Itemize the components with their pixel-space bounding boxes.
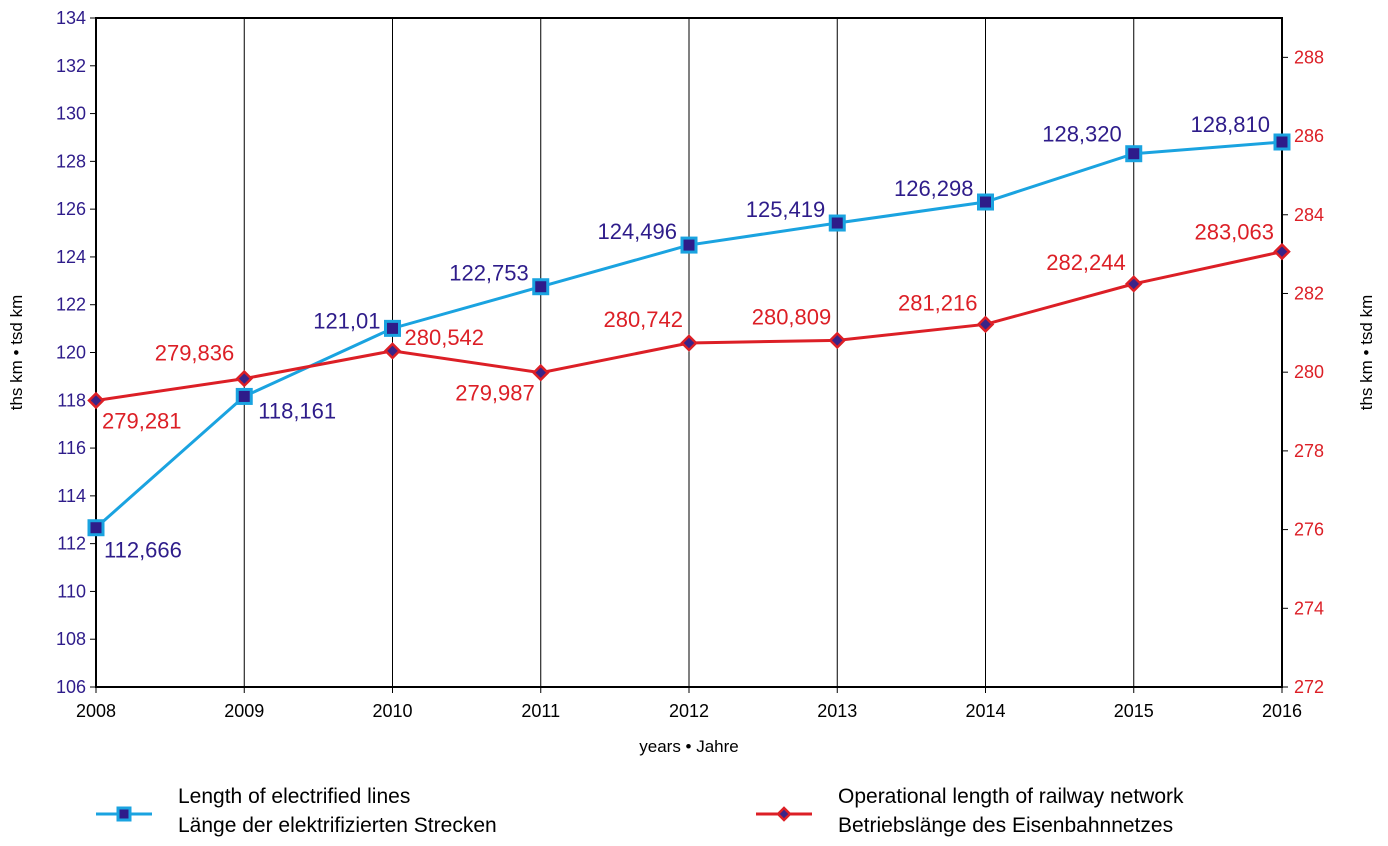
y-axis-left-title: ths km • tsd km [7,295,26,411]
x-tick-label-2008: 2008 [76,701,116,721]
y-left-tick-label-124: 124 [56,247,86,267]
data-label-electrified-2010: 121,01 [313,308,380,333]
x-tick-label-2013: 2013 [817,701,857,721]
data-label-operational-2016: 283,063 [1194,220,1274,245]
x-tick-label-2009: 2009 [224,701,264,721]
marker-operational-2014 [976,315,995,334]
legend-item-operational: Operational length of railway network Be… [756,785,1184,837]
y-left-tick-label-118: 118 [57,390,86,410]
marker-operational-2016 [1273,242,1291,261]
marker-electrified-2013 [828,214,846,232]
y-left-tick-label-114: 114 [57,486,86,506]
y-left-tick-label-110: 110 [57,581,86,601]
data-label-electrified-2015: 128,320 [1042,122,1122,147]
marker-operational-2012 [680,334,698,352]
y-left-tick-label-134: 134 [56,8,86,28]
data-label-electrified-2016: 128,810 [1190,112,1270,137]
data-label-operational-2011: 279,987 [455,381,535,406]
legend: Length of electrified lines Länge der el… [96,785,1184,837]
marker-operational-2013 [828,331,847,350]
y-left-tick-label-120: 120 [56,343,86,363]
marker-electrified-2012 [680,236,698,254]
legend-item-electrified: Length of electrified lines Länge der el… [96,785,497,837]
y-left-tick-label-126: 126 [56,199,86,219]
y-right-tick-label-278: 278 [1294,441,1324,461]
y-left-tick-label-122: 122 [56,295,86,315]
legend-label-electrified-de: Länge der elektrifizierten Strecken [178,814,497,837]
y-right-tick-label-280: 280 [1294,362,1324,382]
legend-label-operational-de: Betriebslänge des Eisenbahnnetzes [838,814,1173,837]
data-label-operational-2008: 279,281 [102,408,182,433]
marker-electrified-2015 [1125,145,1143,163]
y-left-tick-label-132: 132 [56,56,86,76]
data-label-operational-2010: 280,542 [405,325,485,350]
y-left-tick-label-116: 116 [57,438,86,458]
x-tick-label-2014: 2014 [965,701,1005,721]
y-right-tick-label-286: 286 [1294,126,1324,146]
data-label-operational-2014: 281,216 [898,290,978,315]
marker-operational-2011 [531,363,550,382]
y-right-tick-label-274: 274 [1294,598,1324,618]
y-right-tick-label-272: 272 [1294,677,1324,697]
marker-electrified-2008 [87,519,105,537]
axis-ticks: 2008 2009 2010 2011 2012 2013 2014 2015 2016 106 1… [56,8,1324,721]
legend-label-operational-en: Operational length of railway network [838,785,1184,808]
x-axis-title: years • Jahre [639,737,739,756]
marker-operational-2008 [87,391,105,410]
y-right-tick-label-284: 284 [1294,205,1324,225]
x-tick-label-2016: 2016 [1262,701,1302,721]
y-right-tick-label-282: 282 [1294,283,1324,303]
legend-marker-electrified [116,806,132,822]
x-tick-label-2011: 2011 [521,701,560,721]
marker-operational-2010 [383,342,402,360]
data-label-operational-2009: 279,836 [155,341,235,366]
y-left-tick-label-108: 108 [56,629,86,649]
data-label-operational-2015: 282,244 [1046,250,1126,275]
data-label-electrified-2013: 125,419 [746,197,826,222]
legend-label-electrified-en: Length of electrified lines [178,785,410,808]
y-right-tick-label-276: 276 [1294,520,1324,540]
data-label-operational-2012: 280,742 [603,307,683,332]
legend-marker-operational [776,806,792,822]
y-right-tick-label-288: 288 [1294,47,1324,67]
y-left-tick-label-112: 112 [57,534,86,554]
y-left-tick-label-106: 106 [56,677,86,697]
marker-electrified-2009 [235,387,253,405]
marker-electrified-2010 [384,319,401,337]
data-label-electrified-2009: 118,161 [258,398,336,423]
marker-electrified-2016 [1273,133,1291,151]
x-tick-label-2012: 2012 [669,701,709,721]
marker-operational-2009 [235,369,254,388]
data-label-electrified-2012: 124,496 [597,219,677,244]
marker-operational-2015 [1124,275,1143,293]
series-lines [87,133,1291,537]
x-tick-label-2010: 2010 [372,701,412,721]
data-label-operational-2013: 280,809 [752,304,832,329]
data-label-electrified-2014: 126,298 [894,176,974,201]
grid-lines [243,18,1135,687]
data-label-electrified-2008: 112,666 [104,538,182,563]
y-left-tick-label-128: 128 [56,151,86,171]
marker-electrified-2014 [977,193,994,211]
data-labels: 112,666 118,161 121,01 122,753 124,496 125,41… [102,112,1274,563]
data-label-electrified-2011: 122,753 [449,261,529,286]
marker-electrified-2011 [532,278,550,296]
y-left-tick-label-130: 130 [56,104,86,124]
y-axis-right-title: ths km • tsd km [1357,295,1376,411]
x-tick-label-2015: 2015 [1114,701,1154,721]
